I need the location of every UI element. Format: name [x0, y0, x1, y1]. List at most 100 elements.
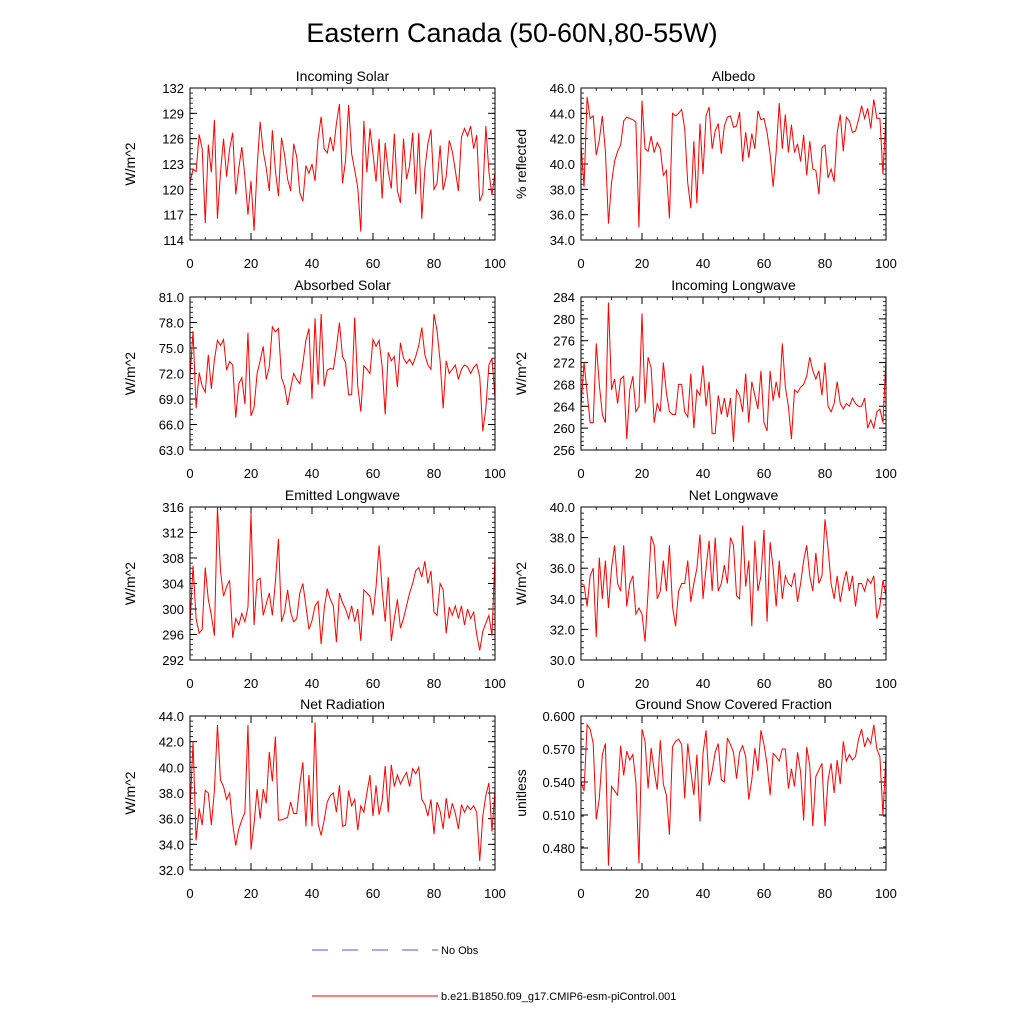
y-tick-label: 117: [163, 208, 184, 223]
panel-title: Incoming Longwave: [671, 277, 796, 293]
x-tick-label: 100: [484, 676, 506, 691]
x-tick-label: 80: [818, 256, 832, 271]
y-tick-label: 268: [553, 377, 575, 392]
y-tick-label: 34.0: [550, 233, 575, 248]
x-tick-label: 100: [484, 256, 506, 271]
figure-title: Eastern Canada (50-60N,80-55W): [306, 18, 717, 48]
panels-container: Incoming Solar W/m^2 0 20 40 60 80 100 114 117 120…: [122, 68, 897, 901]
x-tick-label: 0: [186, 886, 193, 901]
x-tick-label: 20: [244, 676, 258, 691]
x-tick-label: 40: [696, 466, 710, 481]
y-axis-label: W/m^2: [122, 771, 138, 814]
y-tick-label: 46.0: [550, 81, 575, 96]
y-tick-label: 75.0: [159, 341, 184, 356]
x-tick-label: 100: [875, 886, 897, 901]
series-line: [580, 519, 887, 642]
y-axis-label: unitless: [513, 769, 529, 816]
y-tick-label: 260: [553, 421, 575, 436]
plot-frame: [580, 506, 887, 661]
x-tick-label: 20: [244, 256, 258, 271]
y-tick-label: 34.0: [159, 837, 184, 852]
y-tick-label: 30.0: [550, 653, 575, 668]
legend: No Obs b.e21.B1850.f09_g17.CMIP6-esm-piC…: [312, 945, 676, 1003]
x-tick-label: 0: [577, 256, 584, 271]
y-tick-label: 32.0: [550, 622, 575, 637]
series-line: [580, 302, 887, 442]
x-tick-label: 60: [757, 886, 771, 901]
x-tick-label: 0: [186, 466, 193, 481]
y-axis-label: W/m^2: [122, 352, 138, 395]
y-tick-label: 123: [162, 157, 184, 172]
y-tick-label: 0.570: [542, 742, 575, 757]
panel-emitted-longwave: Emitted Longwave W/m^2 0 20 40 60 80 100 292 296 3…: [122, 487, 506, 691]
x-tick-label: 40: [696, 676, 710, 691]
x-tick-label: 60: [366, 676, 380, 691]
plot-frame: [580, 715, 887, 871]
y-tick-label: 129: [162, 106, 184, 121]
panel-title: Net Radiation: [300, 696, 385, 712]
y-tick-label: 126: [162, 132, 184, 147]
y-tick-label: 38.0: [550, 182, 575, 197]
x-tick-label: 60: [757, 466, 771, 481]
x-tick-label: 0: [186, 256, 193, 271]
y-tick-label: 81.0: [159, 290, 184, 305]
x-tick-label: 80: [427, 466, 441, 481]
x-tick-label: 0: [577, 676, 584, 691]
x-tick-label: 100: [875, 676, 897, 691]
y-tick-label: 308: [162, 551, 184, 566]
y-tick-label: 78.0: [159, 316, 184, 331]
x-tick-label: 40: [305, 676, 319, 691]
panel-net-radiation: Net Radiation W/m^2 0 20 40 60 80 100 32.0 34.0 36…: [122, 696, 506, 901]
series-line: [580, 96, 887, 228]
y-tick-label: 312: [162, 526, 184, 541]
y-tick-label: 36.0: [550, 561, 575, 576]
panel-albedo: Albedo % reflected 0 20 40 60 80 100 34.0 36.0 38.…: [513, 68, 897, 271]
x-tick-label: 80: [818, 466, 832, 481]
y-tick-label: 44.0: [159, 709, 184, 724]
y-axis-label: W/m^2: [122, 142, 138, 185]
x-tick-label: 20: [244, 886, 258, 901]
plot-frame: [580, 296, 887, 451]
x-tick-label: 20: [635, 676, 649, 691]
x-tick-label: 20: [635, 466, 649, 481]
y-tick-label: 0.510: [542, 808, 575, 823]
series-line: [189, 103, 496, 232]
x-tick-label: 100: [484, 466, 506, 481]
x-tick-label: 40: [305, 886, 319, 901]
x-tick-label: 80: [427, 886, 441, 901]
y-axis-label: W/m^2: [513, 562, 529, 605]
panel-title: Emitted Longwave: [285, 487, 400, 503]
y-tick-label: 132: [162, 81, 184, 96]
y-tick-label: 36.0: [159, 812, 184, 827]
y-tick-label: 69.0: [159, 392, 184, 407]
y-tick-label: 316: [162, 500, 184, 515]
y-tick-label: 38.0: [159, 786, 184, 801]
series-line: [189, 506, 496, 651]
y-tick-label: 42.0: [159, 735, 184, 750]
x-tick-label: 40: [696, 886, 710, 901]
y-tick-label: 38.0: [550, 531, 575, 546]
y-tick-label: 292: [162, 653, 184, 668]
x-tick-label: 60: [366, 256, 380, 271]
panel-absorbed-solar: Absorbed Solar W/m^2 0 20 40 60 80 100 63.0 66.0 6…: [122, 277, 506, 481]
y-tick-label: 280: [553, 312, 575, 327]
y-tick-label: 256: [553, 443, 575, 458]
y-tick-label: 296: [162, 628, 184, 643]
y-tick-label: 0.600: [542, 709, 575, 724]
x-tick-label: 100: [875, 256, 897, 271]
x-tick-label: 20: [635, 256, 649, 271]
panel-title: Ground Snow Covered Fraction: [635, 696, 832, 712]
y-tick-label: 63.0: [159, 443, 184, 458]
y-tick-label: 114: [163, 233, 184, 248]
y-tick-label: 0.540: [542, 775, 575, 790]
panel-ground-snow-covered-fraction: Ground Snow Covered Fraction unitless 0 20 4…: [513, 696, 897, 901]
y-axis-label: W/m^2: [122, 562, 138, 605]
y-tick-label: 272: [553, 356, 575, 371]
y-axis-label: W/m^2: [513, 352, 529, 395]
x-tick-label: 100: [875, 466, 897, 481]
legend-no-obs-label: No Obs: [441, 945, 479, 957]
panel-title: Albedo: [712, 68, 756, 84]
y-tick-label: 32.0: [159, 863, 184, 878]
y-tick-label: 300: [162, 602, 184, 617]
